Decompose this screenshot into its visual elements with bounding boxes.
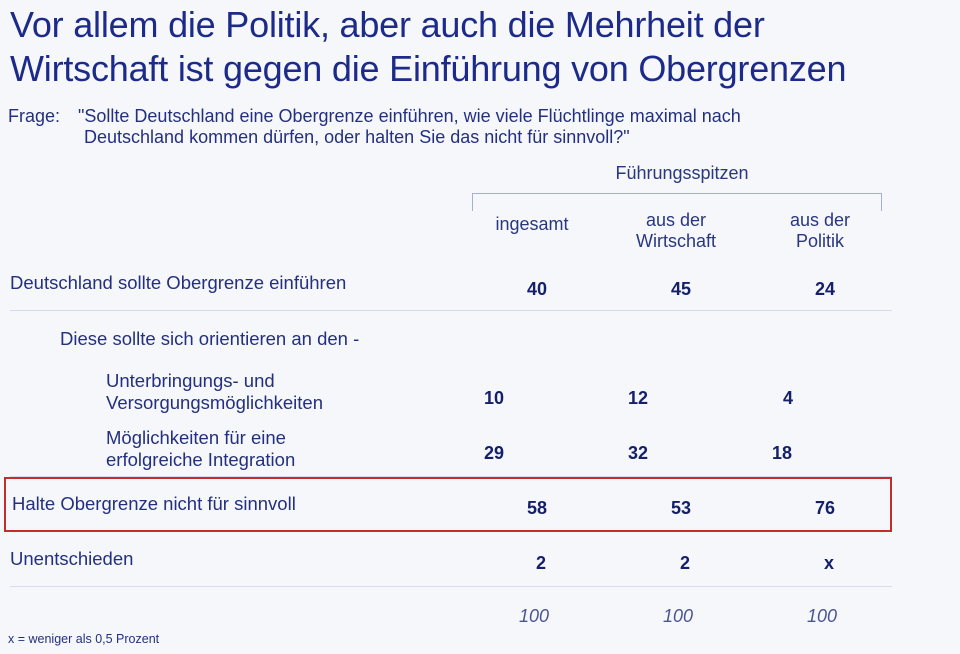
table-cell-value: 40: [526, 279, 548, 299]
question-text-line-2: Deutschland kommen dürfen, oder halten S…: [84, 127, 630, 147]
row-label-obergrenze-einfuehren: Deutschland sollte Obergrenze einführen: [10, 272, 347, 293]
column-header-ingesamt: ingesamt: [495, 214, 569, 234]
table-cell-value: 29: [483, 443, 505, 463]
column-header-wirtschaft: aus der Wirtschaft: [635, 210, 716, 251]
table-cell-value: x: [823, 553, 834, 573]
row-separator: [10, 476, 892, 477]
table-cell-value: 10: [483, 388, 505, 408]
table-cell-value: 24: [814, 279, 836, 299]
row-label-orientierung: Diese sollte sich orientieren an den -: [60, 328, 360, 349]
table-cell-value: 45: [670, 279, 692, 299]
table-cell-value: 2: [679, 553, 690, 573]
footnote: x = weniger als 0,5 Prozent: [8, 632, 160, 646]
column-header-politik: aus der Politik: [789, 210, 851, 251]
chart-title-line-1: Vor allem die Politik, aber auch die Meh…: [10, 4, 765, 45]
row-separator: [10, 586, 892, 587]
total-value: 100: [806, 606, 838, 626]
row-label-nicht-sinnvoll: Halte Obergrenze nicht für sinnvoll: [12, 493, 296, 514]
column-group-bracket: [472, 193, 882, 211]
table-cell-value: 76: [814, 498, 836, 518]
highlight-box: [4, 477, 892, 532]
table-cell-value: 32: [627, 443, 649, 463]
table-cell-value: 53: [670, 498, 692, 518]
total-value: 100: [662, 606, 694, 626]
row-label-integration: Möglichkeiten für eine erfolgreiche Integ…: [106, 427, 296, 470]
table-cell-value: 58: [526, 498, 548, 518]
table-cell-value: 18: [771, 443, 793, 463]
table-cell-value: 4: [782, 388, 793, 408]
question-text-line-1: "Sollte Deutschland eine Obergrenze einf…: [78, 106, 741, 126]
total-value: 100: [518, 606, 550, 626]
column-group-header: Führungsspitzen: [615, 163, 749, 183]
row-label-unterbringung: Unterbringungs- und Versorgungsmöglichkei…: [106, 370, 323, 413]
table-cell-value: 12: [627, 388, 649, 408]
table-cell-value: 2: [535, 553, 546, 573]
chart-title-line-2: Wirtschaft ist gegen die Einführung von …: [10, 48, 847, 89]
row-separator: [10, 310, 892, 311]
question-label: Frage:: [8, 106, 61, 126]
row-label-unentschieden: Unentschieden: [10, 548, 134, 569]
